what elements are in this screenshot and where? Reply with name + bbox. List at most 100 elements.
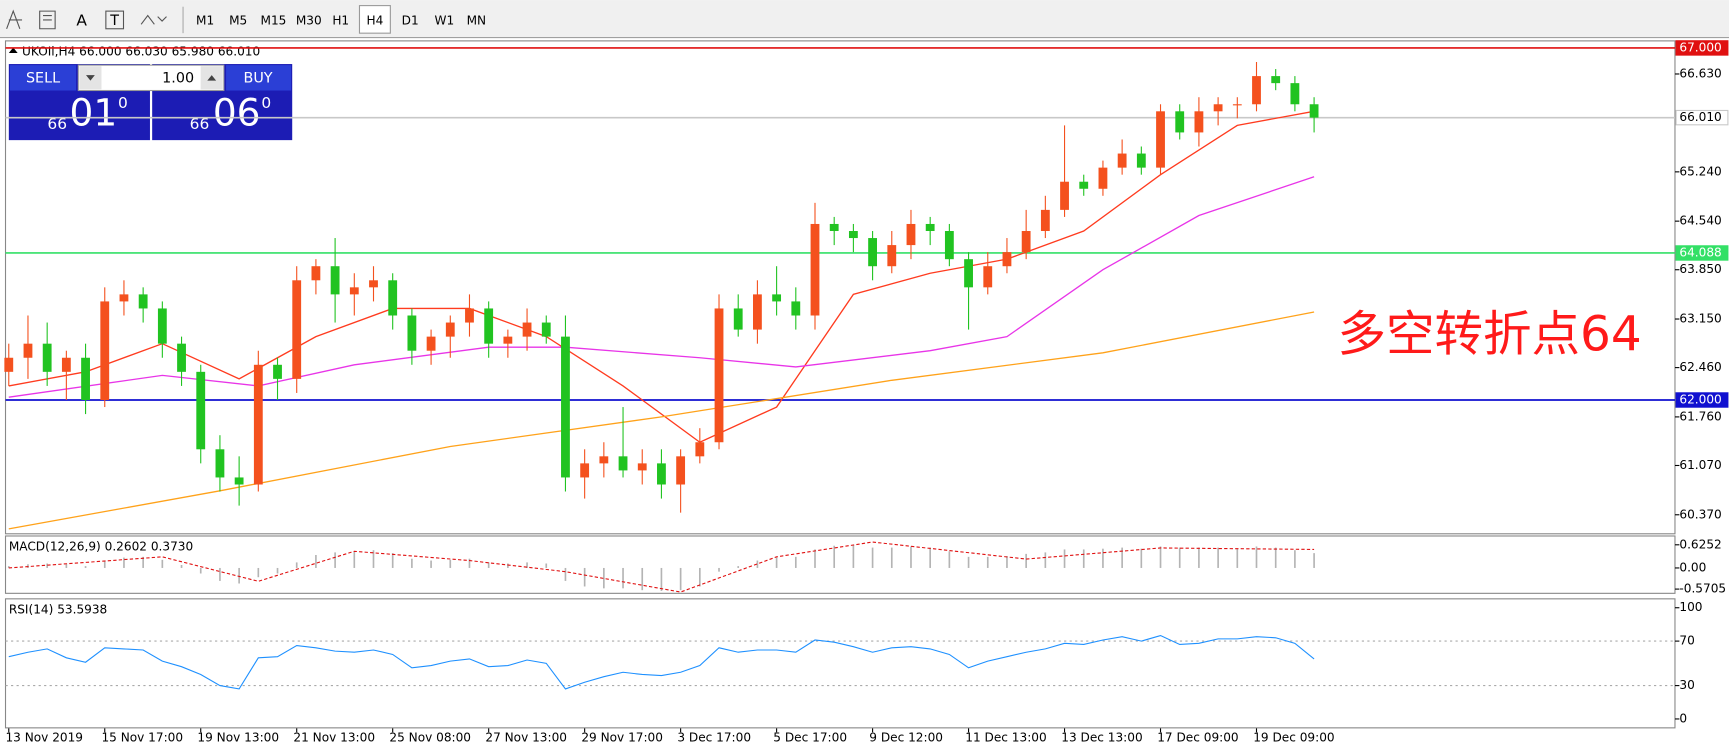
- timeframe-button[interactable]: H4: [367, 14, 384, 28]
- lot-value[interactable]: 1.00: [162, 70, 194, 86]
- candle-body: [1098, 167, 1108, 189]
- buy-price-sup: 0: [261, 94, 271, 112]
- timeframe-button[interactable]: W1: [435, 14, 455, 28]
- candle-body: [42, 343, 52, 372]
- candle-body: [848, 231, 858, 239]
- price-level-box: [1675, 245, 1729, 261]
- buy-label[interactable]: BUY: [243, 70, 272, 86]
- candle-body: [81, 357, 90, 400]
- candle-body: [503, 336, 513, 344]
- x-tick-label: 19 Dec 09:00: [1253, 730, 1334, 744]
- candle-body: [657, 463, 666, 485]
- y-tick-label: -0.5705: [1679, 582, 1726, 596]
- candle-body: [196, 371, 206, 450]
- candle-body: [1175, 111, 1185, 133]
- y-tick-label: 100: [1679, 600, 1702, 614]
- sell-price-sup: 0: [118, 94, 128, 112]
- candle-body: [1079, 181, 1089, 189]
- timeframe-button[interactable]: MN: [467, 14, 487, 28]
- timeframe-button[interactable]: M5: [229, 14, 247, 28]
- candle-body: [1136, 153, 1146, 168]
- x-tick-label: 27 Nov 13:00: [485, 730, 567, 744]
- price-level-label: 64.088: [1679, 245, 1721, 259]
- price-level-box: [1675, 392, 1729, 408]
- candle-body: [177, 343, 186, 372]
- x-tick-label: 15 Nov 17:00: [101, 730, 183, 744]
- candle-body: [522, 322, 532, 337]
- indicator-panel: [4, 535, 1676, 594]
- candle-body: [292, 280, 302, 379]
- candle-body: [349, 287, 359, 295]
- candle-body: [369, 280, 378, 288]
- candle-body: [23, 343, 33, 358]
- candle-body: [4, 357, 14, 372]
- candle-body: [157, 308, 167, 344]
- candle-body: [1213, 104, 1223, 112]
- tool-text[interactable]: A: [76, 12, 87, 30]
- x-tick-label: 3 Dec 17:00: [677, 730, 751, 744]
- x-tick-label: 29 Nov 17:00: [581, 730, 663, 744]
- x-tick-label: 13 Dec 13:00: [1061, 730, 1142, 744]
- y-tick-label: 0.00: [1679, 560, 1706, 574]
- candle-body: [119, 294, 129, 302]
- tool-label[interactable]: T: [109, 13, 119, 29]
- tool-icons: [6, 6, 184, 34]
- moving-average: [8, 176, 1315, 398]
- trade-panel: SELL BUY 1.00 66 01 0 66 06 0: [8, 64, 293, 141]
- y-tick-label: 30: [1679, 678, 1694, 692]
- timeframe-button[interactable]: M1: [196, 14, 214, 28]
- y-tick-label: 66.630: [1679, 66, 1721, 80]
- x-tick-label: 11 Dec 13:00: [965, 730, 1046, 744]
- y-tick-label: 0.6252: [1679, 537, 1721, 551]
- x-tick-label: 25 Nov 08:00: [389, 730, 471, 744]
- candle-body: [311, 266, 321, 281]
- candle-body: [445, 322, 455, 337]
- sell-button[interactable]: [9, 65, 77, 91]
- candle-body: [1290, 83, 1300, 105]
- candle-body: [234, 477, 244, 485]
- buy-button[interactable]: [226, 65, 292, 91]
- timeframe-button[interactable]: M30: [296, 14, 322, 28]
- icon-fibo: [39, 10, 56, 30]
- candle-body: [1021, 231, 1031, 253]
- candle-body: [618, 456, 628, 471]
- panel-title: RSI(14) 53.5938: [9, 602, 107, 616]
- candle-body: [1117, 153, 1127, 168]
- price-level-label: 66.010: [1679, 110, 1721, 124]
- candle-body: [733, 308, 743, 330]
- buy-price-pips: 06: [213, 90, 261, 134]
- y-tick-label: 60.370: [1679, 507, 1721, 521]
- x-tick-label: 5 Dec 17:00: [773, 730, 847, 744]
- candle-body: [599, 456, 609, 464]
- y-tick-label: 61.760: [1679, 409, 1721, 423]
- candle-body: [906, 223, 916, 246]
- candle-body: [695, 442, 705, 457]
- candle-body: [676, 456, 686, 485]
- timeframe-button[interactable]: D1: [402, 14, 419, 28]
- panel-title: MACD(12,26,9) 0.2602 0.3730: [9, 540, 193, 554]
- toolbar: [0, 0, 1729, 38]
- candle-body: [791, 301, 801, 316]
- x-tick-label: 21 Nov 13:00: [293, 730, 375, 744]
- candle-body: [925, 223, 935, 232]
- candle-body: [1060, 181, 1069, 210]
- price-level-label: 62.000: [1679, 392, 1721, 406]
- sell-price-pips: 01: [69, 90, 117, 134]
- y-tick-label: 61.070: [1679, 458, 1721, 472]
- y-tick-label: 65.240: [1679, 164, 1721, 178]
- timeframe-button[interactable]: H1: [332, 14, 349, 28]
- candle-body: [541, 322, 551, 337]
- price-level-box: [1675, 109, 1729, 126]
- candle-body: [1194, 111, 1204, 133]
- y-tick-label: 63.150: [1679, 312, 1721, 326]
- symbol-icon: [8, 47, 18, 54]
- moving-average: [8, 110, 1315, 444]
- timeframe-button[interactable]: M15: [261, 14, 287, 28]
- sell-label[interactable]: SELL: [26, 70, 60, 86]
- candle-body: [772, 294, 782, 302]
- lot-input[interactable]: [77, 64, 225, 92]
- candle-body: [465, 308, 474, 323]
- candle-body: [983, 266, 993, 288]
- candle-body: [1252, 76, 1261, 105]
